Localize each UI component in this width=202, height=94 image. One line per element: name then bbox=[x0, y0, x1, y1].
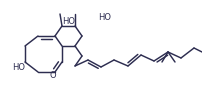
Text: HO: HO bbox=[12, 64, 25, 72]
Text: O: O bbox=[50, 72, 56, 80]
Text: HO: HO bbox=[98, 14, 111, 22]
Text: HO: HO bbox=[62, 17, 75, 27]
